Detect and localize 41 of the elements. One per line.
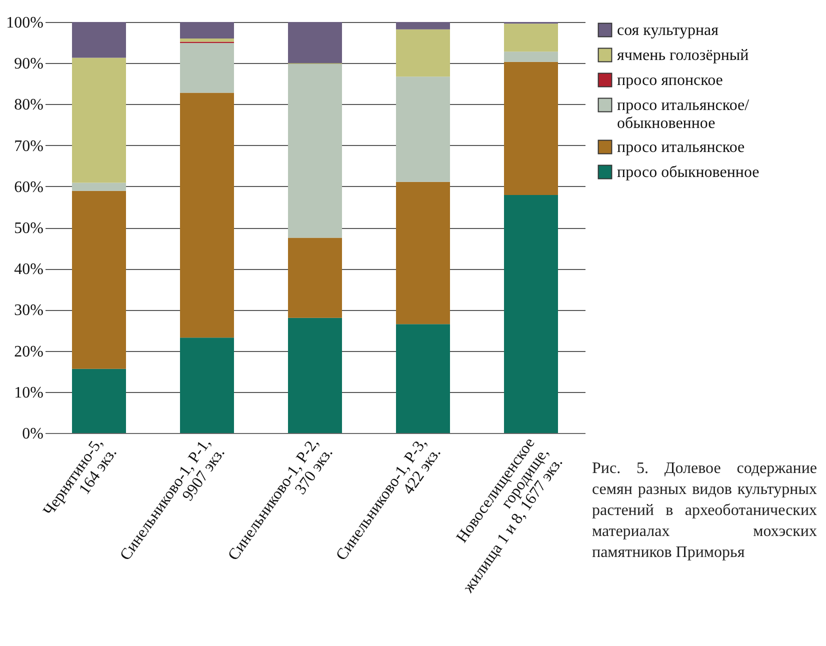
bar xyxy=(180,38,234,42)
bar xyxy=(180,338,234,433)
legend-label: соя культурная xyxy=(617,22,720,39)
bar xyxy=(396,29,450,77)
y-tick-label: 0% xyxy=(22,426,44,442)
y-tick-label: 10% xyxy=(14,384,44,402)
bar xyxy=(180,42,234,93)
y-tick-label: 40% xyxy=(14,261,44,278)
y-tick-label: 80% xyxy=(14,96,44,114)
y-tick-label: 90% xyxy=(14,56,44,73)
y-tick-label: 60% xyxy=(14,178,44,196)
bar xyxy=(288,22,342,64)
y-tick-label: 30% xyxy=(14,302,44,320)
bar xyxy=(72,22,126,58)
bar xyxy=(396,324,450,433)
bar xyxy=(396,22,450,30)
bar xyxy=(288,64,342,238)
text: Рис. 5. Долевое содержание семян разных видов культурных растений в археоботанических материалах мохэских памятников Приморья xyxy=(592,459,817,563)
bar xyxy=(288,238,342,318)
y-tick-label: 100% xyxy=(6,14,44,32)
legend-label: ячмень голозёрный xyxy=(617,47,750,64)
bar xyxy=(504,195,558,433)
bar xyxy=(72,368,126,433)
y-tick-label: 20% xyxy=(14,343,44,360)
bar xyxy=(180,92,234,338)
y-tick-label: 70% xyxy=(14,138,44,155)
bar xyxy=(504,62,558,196)
bar xyxy=(396,182,450,324)
bar xyxy=(72,182,126,191)
bar xyxy=(504,52,558,62)
bar xyxy=(72,190,126,369)
y-tick-label: 50% xyxy=(14,220,44,237)
legend-label: просо итальянское xyxy=(617,139,745,156)
legend-label: просо итальянское/ обыкновенное xyxy=(617,97,750,132)
legend-label: просо японское xyxy=(617,72,723,89)
bar xyxy=(504,24,558,52)
legend-label: просо обыкновенное xyxy=(617,164,760,181)
bar xyxy=(396,76,450,182)
bar xyxy=(288,318,342,433)
bar xyxy=(72,58,126,183)
bar xyxy=(180,22,234,38)
